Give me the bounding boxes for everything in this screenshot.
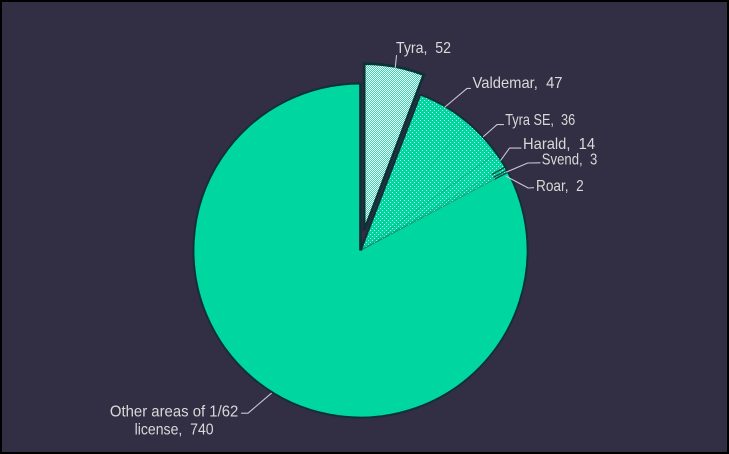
svg-text:Tyra SE, 36: Tyra SE, 36: [505, 112, 575, 129]
svg-text:Harald, 14: Harald, 14: [523, 136, 595, 153]
svg-text:Other areas of 1/62: Other areas of 1/62: [110, 403, 238, 420]
svg-text:Svend, 3: Svend, 3: [542, 152, 598, 169]
svg-text:license, 740: license, 740: [135, 421, 214, 438]
svg-text:Tyra, 52: Tyra, 52: [396, 40, 451, 57]
svg-text:Valdemar, 47: Valdemar, 47: [473, 75, 563, 92]
svg-text:Roar, 2: Roar, 2: [536, 178, 584, 195]
